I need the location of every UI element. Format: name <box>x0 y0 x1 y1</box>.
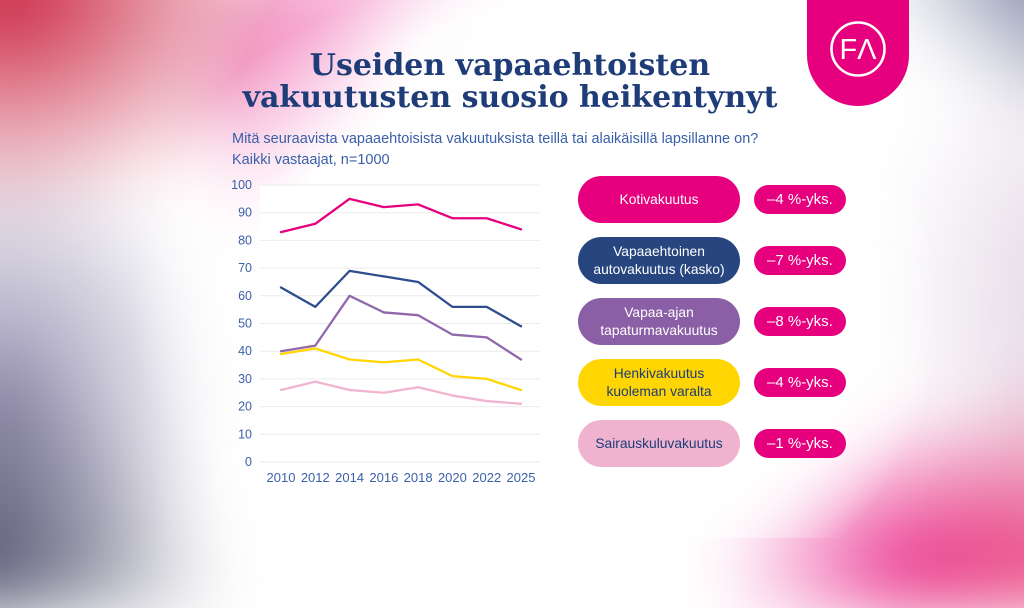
legend-row-tapaturmavakuutus: Vapaa-ajan tapaturmavakuutus –8 %-yks. <box>578 298 846 345</box>
line-chart-svg: 0 10 20 30 40 50 60 70 80 90 100 2010 2012 2014 2016 20… <box>231 178 540 485</box>
x-tick-label: 2022 <box>472 470 501 485</box>
y-tick-label: 40 <box>238 344 252 358</box>
fa-logo: FΛ <box>807 0 909 106</box>
change-badge-henkivakuutus: –4 %-yks. <box>754 368 846 397</box>
x-tick-label: 2010 <box>267 470 296 485</box>
legend: Kotivakuutus –4 %-yks. Vapaaehtoinen aut… <box>578 176 846 481</box>
y-tick-label: 70 <box>238 261 252 275</box>
legend-row-sairauskuluvakuutus: Sairauskuluvakuutus –1 %-yks. <box>578 420 846 467</box>
y-tick-label: 10 <box>238 427 252 441</box>
legend-row-henkivakuutus: Henkivakuutus kuoleman varalta –4 %-yks. <box>578 359 846 406</box>
change-badge-tapaturmavakuutus: –8 %-yks. <box>754 307 846 336</box>
legend-row-kotivakuutus: Kotivakuutus –4 %-yks. <box>578 176 846 223</box>
y-tick-label: 0 <box>245 455 252 469</box>
change-badge-sairauskuluvakuutus: –1 %-yks. <box>754 429 846 458</box>
y-tick-label: 80 <box>238 233 252 247</box>
fa-logo-circle <box>830 21 886 77</box>
legend-pill-tapaturmavakuutus: Vapaa-ajan tapaturmavakuutus <box>578 298 740 345</box>
y-tick-label: 30 <box>238 372 252 386</box>
fa-logo-letters: FΛ <box>839 34 877 66</box>
legend-pill-autovakuutus: Vapaaehtoinen autovakuutus (kasko) <box>578 237 740 284</box>
x-tick-label: 2020 <box>438 470 467 485</box>
x-tick-label: 2018 <box>404 470 433 485</box>
subtitle-question: Mitä seuraavista vapaaehtoisista vakuutu… <box>232 131 759 147</box>
title-line-2: vakuutusten suosio heikentynyt <box>242 80 778 116</box>
title-line-1: Useiden vapaaehtoisten <box>309 48 711 83</box>
y-tick-label: 50 <box>238 317 252 331</box>
series-line-4 <box>279 380 523 405</box>
change-badge-kotivakuutus: –4 %-yks. <box>754 185 846 214</box>
series-line-0 <box>279 197 523 234</box>
subtitle-sample: Kaikki vastaajat, n=1000 <box>232 151 390 168</box>
legend-pill-henkivakuutus: Henkivakuutus kuoleman varalta <box>578 359 740 406</box>
chart-subtitle: Mitä seuraavista vapaaehtoisista vakuutu… <box>232 129 807 170</box>
page-title: Useiden vapaaehtoisten vakuutusten suosi… <box>205 48 815 116</box>
legend-row-autovakuutus: Vapaaehtoinen autovakuutus (kasko) –7 %-… <box>578 237 846 284</box>
legend-pill-kotivakuutus: Kotivakuutus <box>578 176 740 223</box>
y-tick-label: 100 <box>231 178 252 192</box>
series-line-3 <box>279 347 523 392</box>
line-chart: 0 10 20 30 40 50 60 70 80 90 100 2010 2012 2014 2016 20… <box>222 174 552 494</box>
x-tick-label: 2014 <box>335 470 364 485</box>
y-tick-label: 90 <box>238 206 252 220</box>
series-line-2 <box>279 294 523 361</box>
change-badge-autovakuutus: –7 %-yks. <box>754 246 846 275</box>
y-tick-label: 20 <box>238 400 252 414</box>
x-tick-label: 2012 <box>301 470 330 485</box>
x-tick-label: 2016 <box>369 470 398 485</box>
x-tick-label: 2025 <box>507 470 536 485</box>
fa-logo-mark: FΛ <box>830 21 886 77</box>
series-line-1 <box>279 269 523 328</box>
y-tick-label: 60 <box>238 289 252 303</box>
legend-pill-sairauskuluvakuutus: Sairauskuluvakuutus <box>578 420 740 467</box>
